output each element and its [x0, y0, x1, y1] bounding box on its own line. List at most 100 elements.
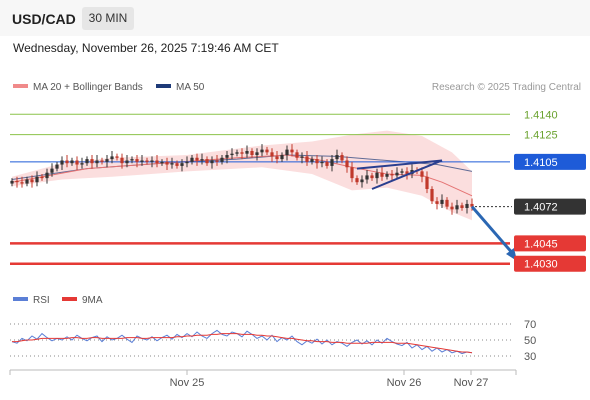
candle-body [200, 159, 204, 161]
candle-body [465, 203, 469, 209]
candle-body [165, 161, 169, 165]
candle-body [230, 153, 234, 156]
candle-body [215, 160, 219, 162]
candle-body [275, 156, 279, 160]
pivot-label-box [514, 153, 586, 170]
candle-body [255, 152, 259, 156]
candle-body [425, 176, 429, 189]
resistance-label: 1.4125 [524, 130, 558, 142]
candle-body [110, 156, 114, 160]
candle-body [20, 182, 24, 184]
support-label-box [514, 235, 586, 252]
candle-body [175, 163, 179, 166]
x-axis: Nov 25 Nov 26 Nov 27 [9, 370, 517, 389]
candle-body [125, 160, 129, 164]
candle-body [195, 157, 199, 161]
candle-body [430, 189, 434, 202]
candle-body [135, 159, 139, 162]
candle-body [25, 179, 29, 184]
rsi-ma9-line [12, 333, 473, 354]
candle-body [120, 157, 124, 164]
candle-body [455, 205, 459, 210]
bollinger-bands [12, 130, 472, 221]
candle-body [160, 161, 164, 164]
rsi-tick-label: 70 [524, 319, 536, 331]
candle-body [340, 155, 344, 161]
candle-body [335, 155, 339, 160]
candle-body [350, 167, 354, 179]
candle-body [405, 171, 409, 175]
candle-body [370, 175, 374, 179]
resistance-label: 1.4140 [524, 109, 558, 121]
support-label: 1.4045 [524, 238, 558, 250]
candle-body [375, 172, 379, 179]
candle-body [10, 180, 14, 184]
candle-body [145, 160, 149, 162]
symbol-title: USD/CAD [12, 11, 76, 27]
candle-body [115, 156, 119, 158]
candle-body [100, 160, 104, 162]
candle-body [355, 178, 359, 183]
candle-body [55, 164, 59, 169]
candle-body [210, 160, 214, 164]
candle-body [85, 159, 89, 164]
x-tick-label: Nov 26 [387, 377, 422, 389]
candle-body [265, 149, 269, 153]
support-label: 1.4030 [524, 259, 558, 271]
ma20-legend-swatch [13, 84, 28, 88]
candle-body [80, 163, 84, 165]
candle-body [305, 156, 309, 162]
candle-body [295, 152, 299, 158]
candle-body [65, 160, 69, 164]
last-price-label: 1.4072 [524, 202, 558, 214]
candle-body [445, 199, 449, 207]
credit-text: Research © 2025 Trading Central [432, 82, 581, 93]
candle-body [40, 176, 44, 179]
candle-body [330, 159, 334, 166]
chart-header: USD/CAD 30 MIN [0, 0, 590, 36]
ma9-legend-label: 9MA [82, 295, 103, 306]
forecast-arrow-line [470, 205, 516, 256]
bollinger-band-area [12, 130, 472, 221]
candle-body [320, 161, 324, 164]
candle-body [190, 157, 194, 162]
ma50-legend-swatch [156, 84, 171, 88]
candle-body [300, 156, 304, 158]
candle-body [60, 160, 64, 165]
pivot-label: 1.4105 [524, 157, 558, 169]
candle-body [470, 203, 474, 207]
candle-body [460, 205, 464, 209]
ma20-legend-label: MA 20 + Bollinger Bands [33, 82, 143, 93]
chart-datetime: Wednesday, November 26, 2025 7:19:46 AM … [13, 41, 279, 55]
candle-body [450, 206, 454, 210]
candle-body [315, 159, 319, 164]
candle-body [285, 149, 289, 156]
support-label-box [514, 255, 586, 272]
candle-body [205, 159, 209, 164]
candle-body [105, 159, 109, 162]
candle-body [365, 175, 369, 180]
candle-body [400, 171, 404, 173]
price-labels: 1.4140 1.4125 1.4105 1.4045 1.4030 1.4072 [514, 109, 586, 272]
candle-body [395, 172, 399, 176]
candle-body [170, 163, 174, 165]
candle-body [385, 174, 389, 177]
candle-body [245, 150, 249, 154]
candle-body [435, 201, 439, 204]
candle-body [310, 159, 314, 162]
rsi-tick-label: 30 [524, 351, 536, 363]
candle-body [325, 161, 329, 166]
candle-body [130, 159, 134, 161]
candle-body [290, 149, 294, 153]
candle-body [35, 176, 39, 183]
interval-button[interactable]: 30 MIN [82, 7, 134, 30]
candle-body [345, 160, 349, 168]
candle-body [180, 163, 184, 166]
candle-body [150, 160, 154, 162]
candle-body [90, 159, 94, 164]
candle-body [75, 160, 79, 165]
candle-body [380, 172, 384, 177]
candle-body [220, 157, 224, 162]
ma50-legend-label: MA 50 [176, 82, 205, 93]
candle-body [420, 171, 424, 177]
